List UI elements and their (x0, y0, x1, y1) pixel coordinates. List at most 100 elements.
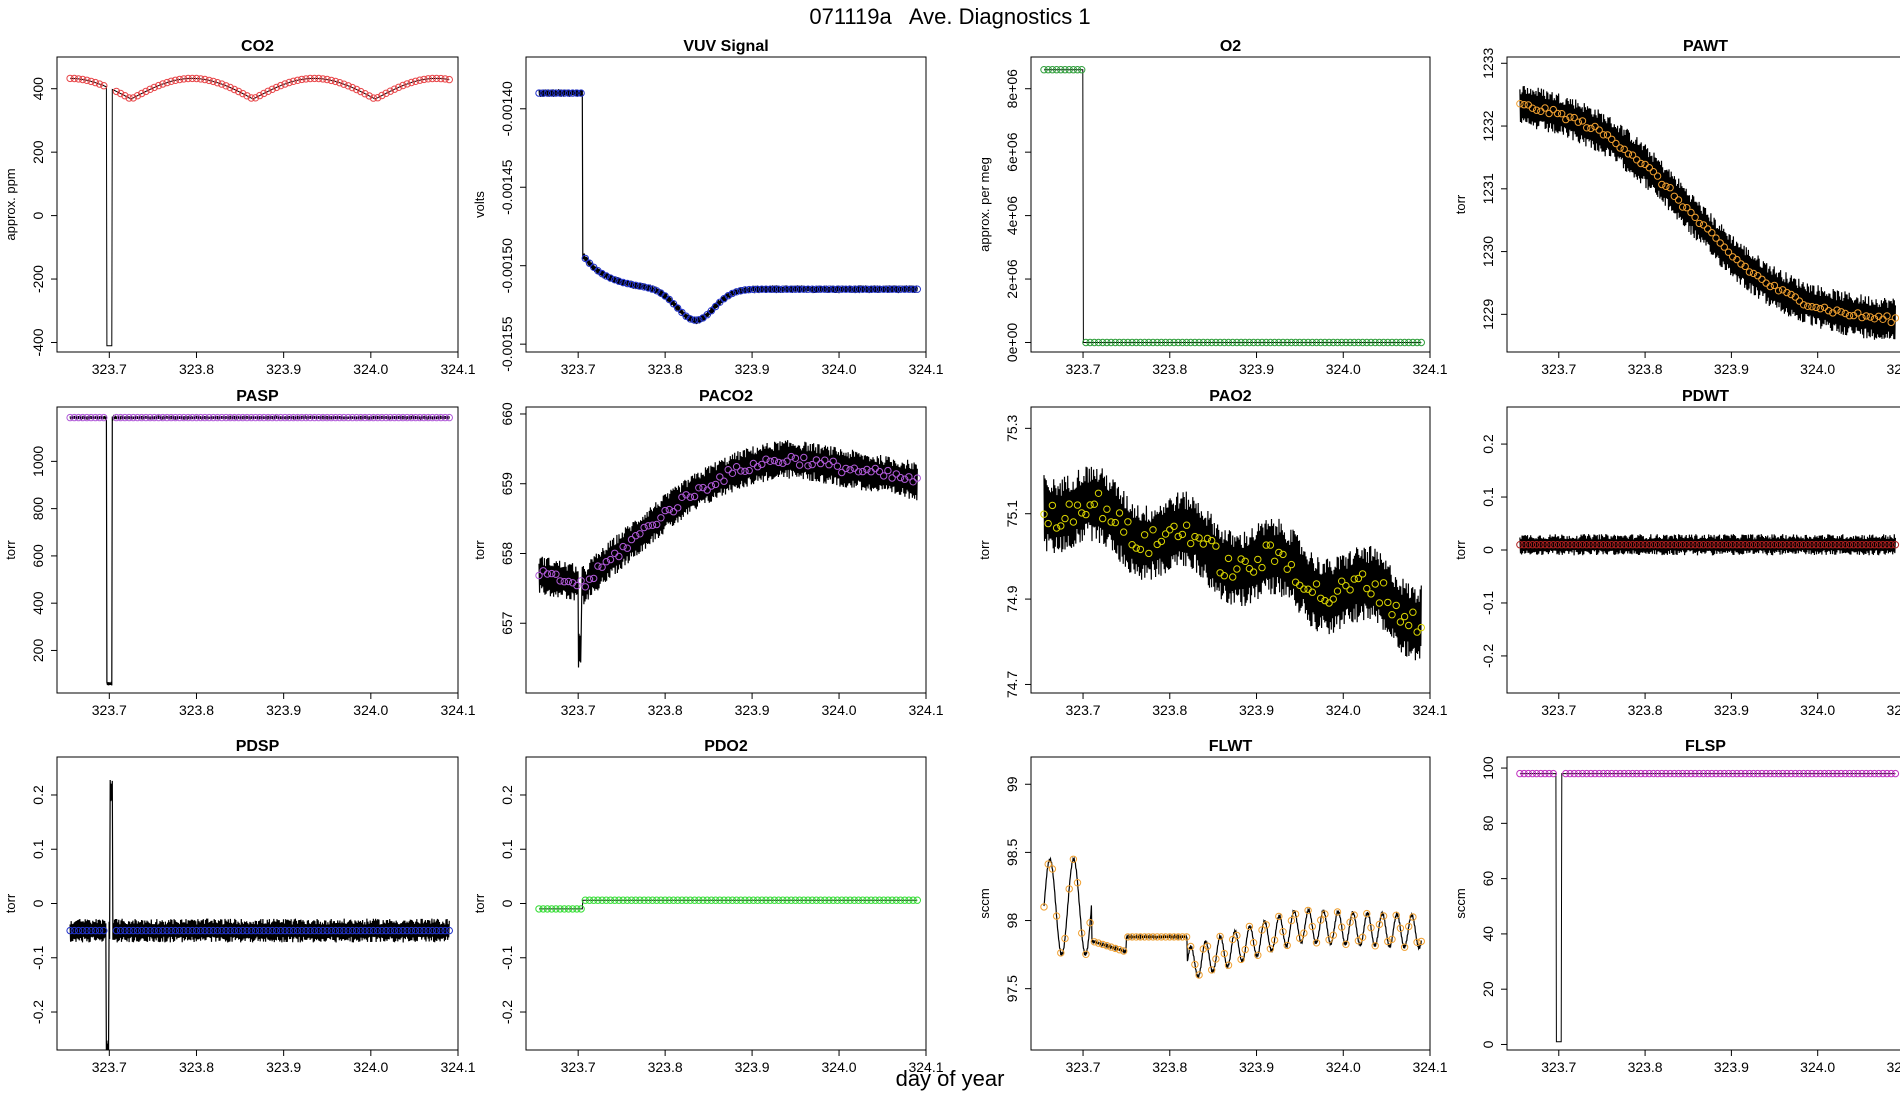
data-point (129, 94, 138, 102)
data-point (382, 413, 390, 422)
data-point (1616, 144, 1624, 152)
data-point (1658, 769, 1666, 778)
data-point (1528, 541, 1537, 549)
data-point (623, 544, 631, 552)
data-point (268, 85, 276, 94)
data-point (154, 926, 163, 935)
data-point (428, 413, 437, 422)
data-point (1157, 933, 1166, 941)
data-point (896, 285, 905, 293)
data-point (1157, 338, 1166, 347)
data-point (79, 926, 87, 935)
data-point (737, 896, 745, 904)
data-point (146, 85, 154, 94)
x-tick-label: 323.8 (179, 1059, 214, 1075)
data-point (1409, 913, 1417, 921)
data-point (1107, 518, 1115, 526)
data-point (378, 926, 386, 935)
x-tick-label: 324.1 (1886, 361, 1900, 377)
data-point (1749, 769, 1758, 778)
data-point (1583, 541, 1591, 549)
data-point (184, 74, 192, 83)
data-point (100, 82, 108, 90)
data-point (695, 316, 703, 324)
data-point (569, 89, 577, 97)
plot-frame (1030, 56, 1431, 353)
data-point (1346, 586, 1354, 594)
data-point (913, 474, 921, 482)
data-point (1516, 100, 1524, 108)
y-tick-label: 40 (1480, 926, 1496, 942)
data-point (816, 285, 825, 293)
data-point (1187, 942, 1195, 951)
data-point (1566, 541, 1574, 549)
data-point (1549, 541, 1558, 549)
data-point (70, 926, 79, 935)
x-tick-label: 323.9 (266, 1059, 301, 1075)
data-point (154, 81, 163, 90)
data-point (125, 94, 133, 102)
data-point (1413, 938, 1421, 946)
panel-flwt: FLWT sccm 323.7 323.8 323.9 324.0 324.1 97.5 98 9… (977, 738, 1448, 1075)
data-point (1325, 936, 1333, 944)
data-point (1720, 769, 1729, 778)
data-point (1824, 769, 1833, 778)
data-point (674, 896, 682, 904)
data-point (1875, 541, 1883, 549)
y-tick-label: 1233 (1480, 47, 1496, 78)
data-point (293, 413, 302, 422)
data-point (1086, 338, 1094, 347)
y-tick-label: 98.5 (1004, 839, 1020, 866)
data-point (1170, 338, 1178, 347)
data-point (1342, 582, 1350, 590)
data-point (1354, 574, 1363, 583)
x-tick-label: 323.8 (1628, 1059, 1663, 1075)
data-point (361, 926, 369, 935)
data-point (272, 83, 281, 92)
data-point (1396, 618, 1405, 626)
data-point (1275, 912, 1283, 921)
data-point (340, 926, 348, 935)
data-point (1662, 769, 1670, 778)
data-point (1300, 585, 1308, 593)
data-point (138, 413, 146, 422)
data-point (1304, 906, 1312, 915)
data-point (1233, 565, 1241, 573)
data-point (374, 94, 382, 102)
data-point (905, 285, 913, 293)
data-point (1333, 908, 1342, 916)
data-point (1283, 565, 1291, 573)
x-tick-label: 324.1 (908, 361, 943, 377)
data-point (1216, 338, 1224, 347)
data-point (1044, 860, 1052, 868)
data-point (1191, 960, 1199, 969)
data-point (1375, 599, 1384, 607)
data-point (1770, 541, 1779, 549)
data-point (585, 259, 594, 267)
data-point (1758, 275, 1766, 283)
data-point (1208, 338, 1216, 347)
data-point (1658, 180, 1666, 189)
data-point (1103, 338, 1111, 347)
data-point (602, 558, 610, 566)
data-point (1312, 580, 1321, 588)
x-tick-label: 323.9 (1714, 1059, 1749, 1075)
data-point (548, 569, 556, 578)
data-point (213, 413, 222, 422)
data-point (243, 413, 251, 422)
data-point (1608, 769, 1616, 778)
data-point (1724, 541, 1733, 549)
data-point (619, 278, 627, 287)
data-point (854, 896, 863, 904)
data-point (1363, 584, 1371, 593)
series-line (1519, 85, 1896, 340)
data-point (1078, 509, 1086, 517)
data-point (1384, 937, 1392, 946)
data-point (1720, 541, 1729, 549)
data-point (340, 80, 348, 88)
data-point (1683, 769, 1691, 778)
series-line (69, 779, 450, 1050)
data-point (653, 287, 661, 295)
data-point (1388, 611, 1396, 619)
data-point (1317, 594, 1325, 602)
